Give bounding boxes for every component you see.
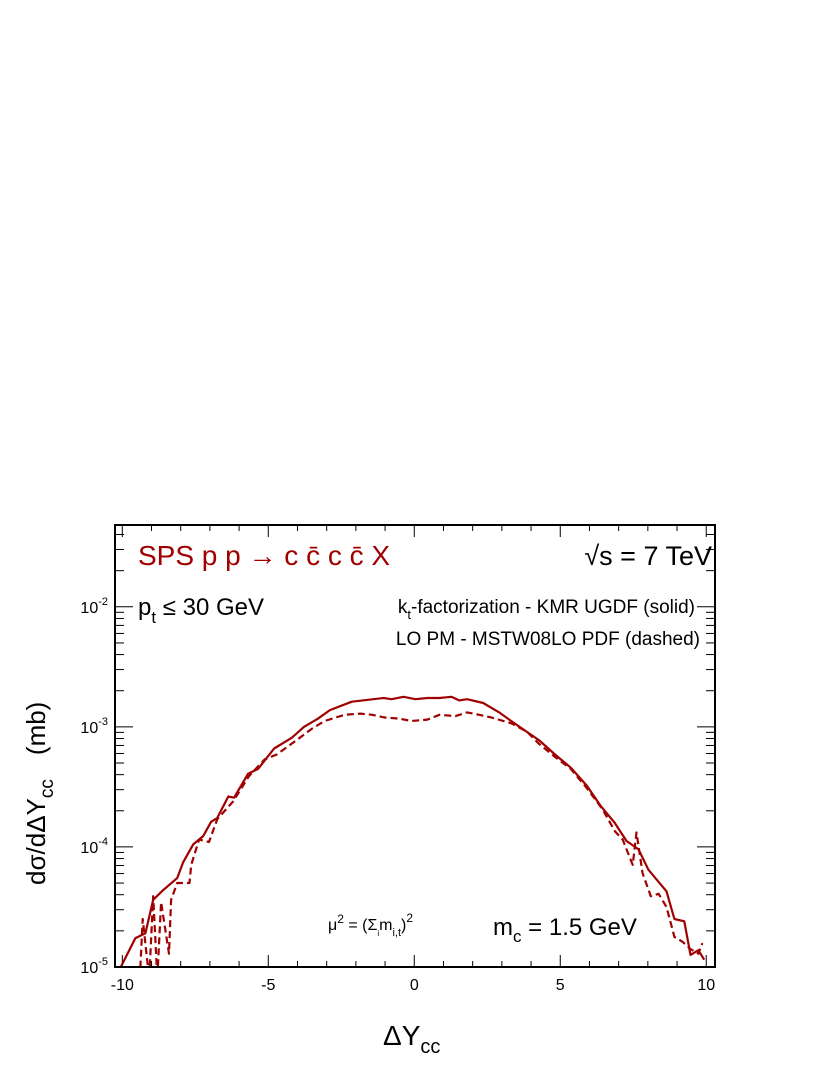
x-tick-label: -10 bbox=[111, 977, 134, 994]
legend-solid: kt-factorization - KMR UGDF (solid) bbox=[398, 597, 695, 622]
axis-ticks bbox=[115, 525, 715, 968]
energy-label: √s = 7 TeV bbox=[584, 541, 712, 571]
y-axis-title: dσ/dΔYcc(mb) bbox=[21, 702, 58, 885]
x-tick-label: 0 bbox=[410, 977, 419, 994]
x-tick-label: -5 bbox=[261, 977, 275, 994]
x-tick-labels: -10 -5 0 5 10 bbox=[111, 977, 716, 994]
y-tick-label: 10-4 bbox=[80, 836, 108, 857]
mass-label: mc = 1.5 GeV bbox=[493, 914, 637, 946]
plot-area bbox=[119, 695, 706, 967]
x-axis-title: ΔYcc bbox=[383, 1020, 440, 1058]
series-solid-line bbox=[119, 695, 706, 967]
y-tick-label: 10-2 bbox=[80, 596, 108, 617]
scale-label: μ2 = (Σimi,t)2 bbox=[328, 911, 413, 939]
legend-dashed: LO PM - MSTW08LO PDF (dashed) bbox=[396, 629, 700, 650]
x-tick-label: 10 bbox=[697, 977, 715, 994]
y-tick-label: 10-5 bbox=[80, 956, 108, 977]
chart-title: SPS p p → c c̄ c c̄ X bbox=[138, 540, 390, 571]
x-tick-label: 5 bbox=[556, 977, 565, 994]
pt-cut-label: pt ≤ 30 GeV bbox=[138, 594, 264, 627]
plot-frame bbox=[114, 524, 716, 968]
y-tick-labels: 10-5 10-4 10-3 10-2 bbox=[80, 596, 108, 977]
y-tick-label: 10-3 bbox=[80, 716, 108, 737]
